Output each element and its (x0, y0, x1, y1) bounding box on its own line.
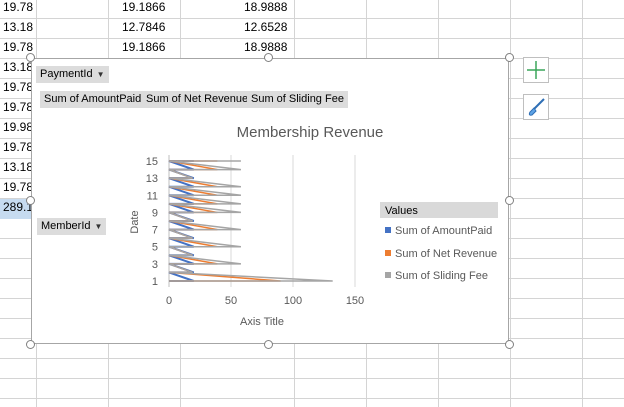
x-axis-title: Axis Title (240, 316, 284, 328)
resize-handle-top-left[interactable] (26, 53, 35, 62)
y-tick-label: 5 (152, 242, 158, 254)
chart-plot: Membership Revenue Date Axis Title 0 50 10… (129, 124, 498, 328)
cell-value[interactable]: 19.78 (3, 140, 34, 154)
y-axis-title: Date (129, 210, 141, 233)
pivot-chart[interactable]: PaymentId ▼ Sum of AmountPaid Sum of Net … (31, 58, 509, 344)
cell-value[interactable]: 13.18 (3, 160, 34, 174)
resize-handle-top-right[interactable] (505, 53, 514, 62)
cell-value[interactable]: 289.1 (3, 200, 34, 214)
series-line-sliding-fee (168, 160, 333, 282)
cell-value[interactable]: 18.9888 (244, 40, 288, 54)
memberid-label: MemberId (41, 220, 91, 232)
resize-handle-left[interactable] (26, 196, 35, 205)
cell-value[interactable]: 19.98 (3, 120, 34, 134)
resize-handle-right[interactable] (505, 196, 514, 205)
legend-swatch-amountpaid (385, 227, 391, 233)
dropdown-arrow-icon: ▼ (96, 70, 105, 79)
value-field-net-revenue[interactable]: Sum of Net Revenue (142, 91, 253, 108)
resize-handle-top[interactable] (264, 53, 273, 62)
chart-title: Membership Revenue (237, 124, 384, 141)
value-field-sliding-fee[interactable]: Sum of Sliding Fee (247, 91, 348, 108)
legend-header[interactable]: Values (385, 205, 418, 217)
legend-header-background (380, 202, 498, 218)
resize-handle-bottom-right[interactable] (505, 340, 514, 349)
paintbrush-icon (528, 98, 545, 116)
cell-value[interactable]: 12.6528 (244, 20, 288, 34)
cell-value[interactable]: 19.78 (3, 180, 34, 194)
value-field-amountpaid[interactable]: Sum of AmountPaid (40, 91, 146, 108)
resize-handle-bottom[interactable] (264, 340, 273, 349)
cell-value[interactable]: 13.18 (3, 60, 34, 74)
y-tick-label: 9 (152, 207, 158, 219)
x-tick-label: 0 (166, 295, 172, 307)
cell-value[interactable]: 19.78 (3, 40, 34, 54)
y-tick-label: 3 (152, 259, 158, 271)
dropdown-arrow-icon: ▼ (94, 222, 103, 231)
plus-icon (527, 61, 545, 79)
cell-value[interactable]: 19.78 (3, 80, 34, 94)
cell-value[interactable]: 19.78 (3, 0, 34, 14)
y-tick-label: 1 (152, 276, 158, 288)
x-tick-label: 50 (225, 295, 237, 307)
cell-value[interactable]: 12.7846 (122, 20, 166, 34)
x-tick-label: 150 (346, 295, 364, 307)
memberid-axis-button[interactable]: MemberId ▼ (37, 218, 107, 235)
legend-swatch-sliding-fee (385, 272, 391, 278)
legend-swatch-net-revenue (385, 250, 391, 256)
chart-styles-button[interactable] (523, 94, 549, 120)
resize-handle-bottom-left[interactable] (26, 340, 35, 349)
y-tick-label: 11 (147, 190, 158, 202)
cell-value[interactable]: 19.1866 (122, 40, 166, 54)
paymentid-label: PaymentId (40, 68, 93, 80)
y-tick-label: 13 (146, 173, 158, 185)
cell-value[interactable]: 19.1866 (122, 0, 166, 14)
chart-elements-button[interactable] (523, 57, 549, 83)
legend-entry-amountpaid[interactable]: Sum of AmountPaid (395, 225, 492, 237)
legend-entry-net-revenue[interactable]: Sum of Net Revenue (395, 248, 497, 260)
cell-value[interactable]: 19.78 (3, 100, 34, 114)
y-tick-label: 15 (146, 156, 158, 168)
y-tick-label: 7 (152, 225, 158, 237)
legend-entry-sliding-fee[interactable]: Sum of Sliding Fee (395, 270, 488, 282)
cell-value[interactable]: 13.18 (3, 20, 34, 34)
paymentid-filter-button[interactable]: PaymentId ▼ (36, 66, 109, 83)
cell-value[interactable]: 18.9888 (244, 0, 288, 14)
x-tick-label: 100 (284, 295, 302, 307)
